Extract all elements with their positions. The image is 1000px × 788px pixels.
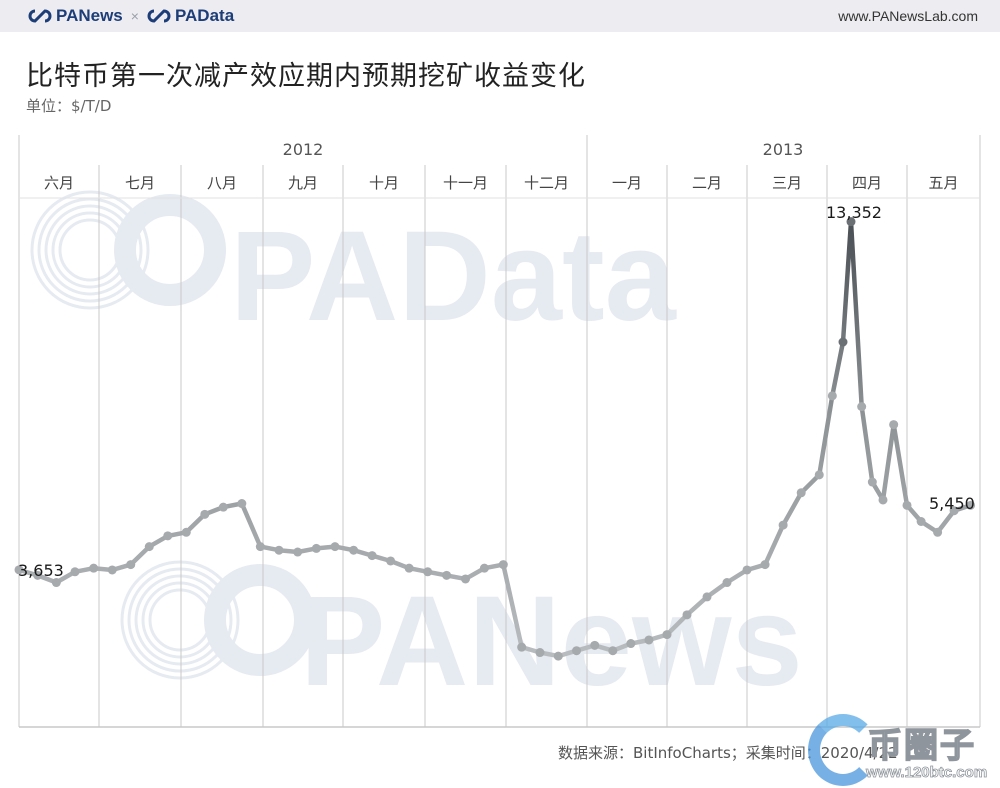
site-url: www.PANewsLab.com [838,8,978,24]
start-value-label: 3,653 [18,561,64,580]
month-label: 七月 [124,174,156,192]
peak-value-label: 13,352 [826,203,882,222]
data-line [14,217,976,661]
svg-text:PAData: PAData [230,205,677,348]
chart-title: 比特币第一次减产效应期内预期挖矿收益变化 [26,61,586,92]
chart-unit: 单位：$/T/D [26,97,112,115]
end-value-label: 5,450 [929,494,975,513]
chart-area: PAData PANews 2012 2013 六月 七月 八月 九月 十月 十一月 十二月 一月 二… [0,130,1000,730]
brand-logos: PANews × PAData [28,6,234,26]
svg-text:PANews: PANews [300,570,803,713]
year-label-2013: 2013 [762,140,804,159]
month-label: 三月 [771,174,803,192]
month-label: 十月 [368,174,400,192]
month-label: 十二月 [523,174,570,192]
top-banner: PANews × PAData www.PANewsLab.com [0,0,1000,32]
month-label: 一月 [611,174,643,192]
padata-logo-icon [147,9,171,23]
brand-panews: PANews [56,6,123,25]
corner-watermark: 币圈子 www.120btc.com [808,712,998,788]
month-label: 九月 [287,174,319,192]
year-label-2012: 2012 [282,140,324,159]
month-label: 五月 [928,174,959,192]
watermark-layer: PAData PANews [30,190,803,713]
panews-logo-icon [28,9,52,23]
month-label: 六月 [43,174,75,192]
watermark-url: www.120btc.com [866,764,988,782]
month-label: 十一月 [442,174,489,192]
brand-separator: × [130,8,139,24]
brand-padata: PAData [174,6,235,25]
month-label: 四月 [851,174,883,192]
month-label: 二月 [691,174,723,192]
month-label: 八月 [206,174,238,192]
watermark-cn-text: 币圈子 [867,725,976,767]
